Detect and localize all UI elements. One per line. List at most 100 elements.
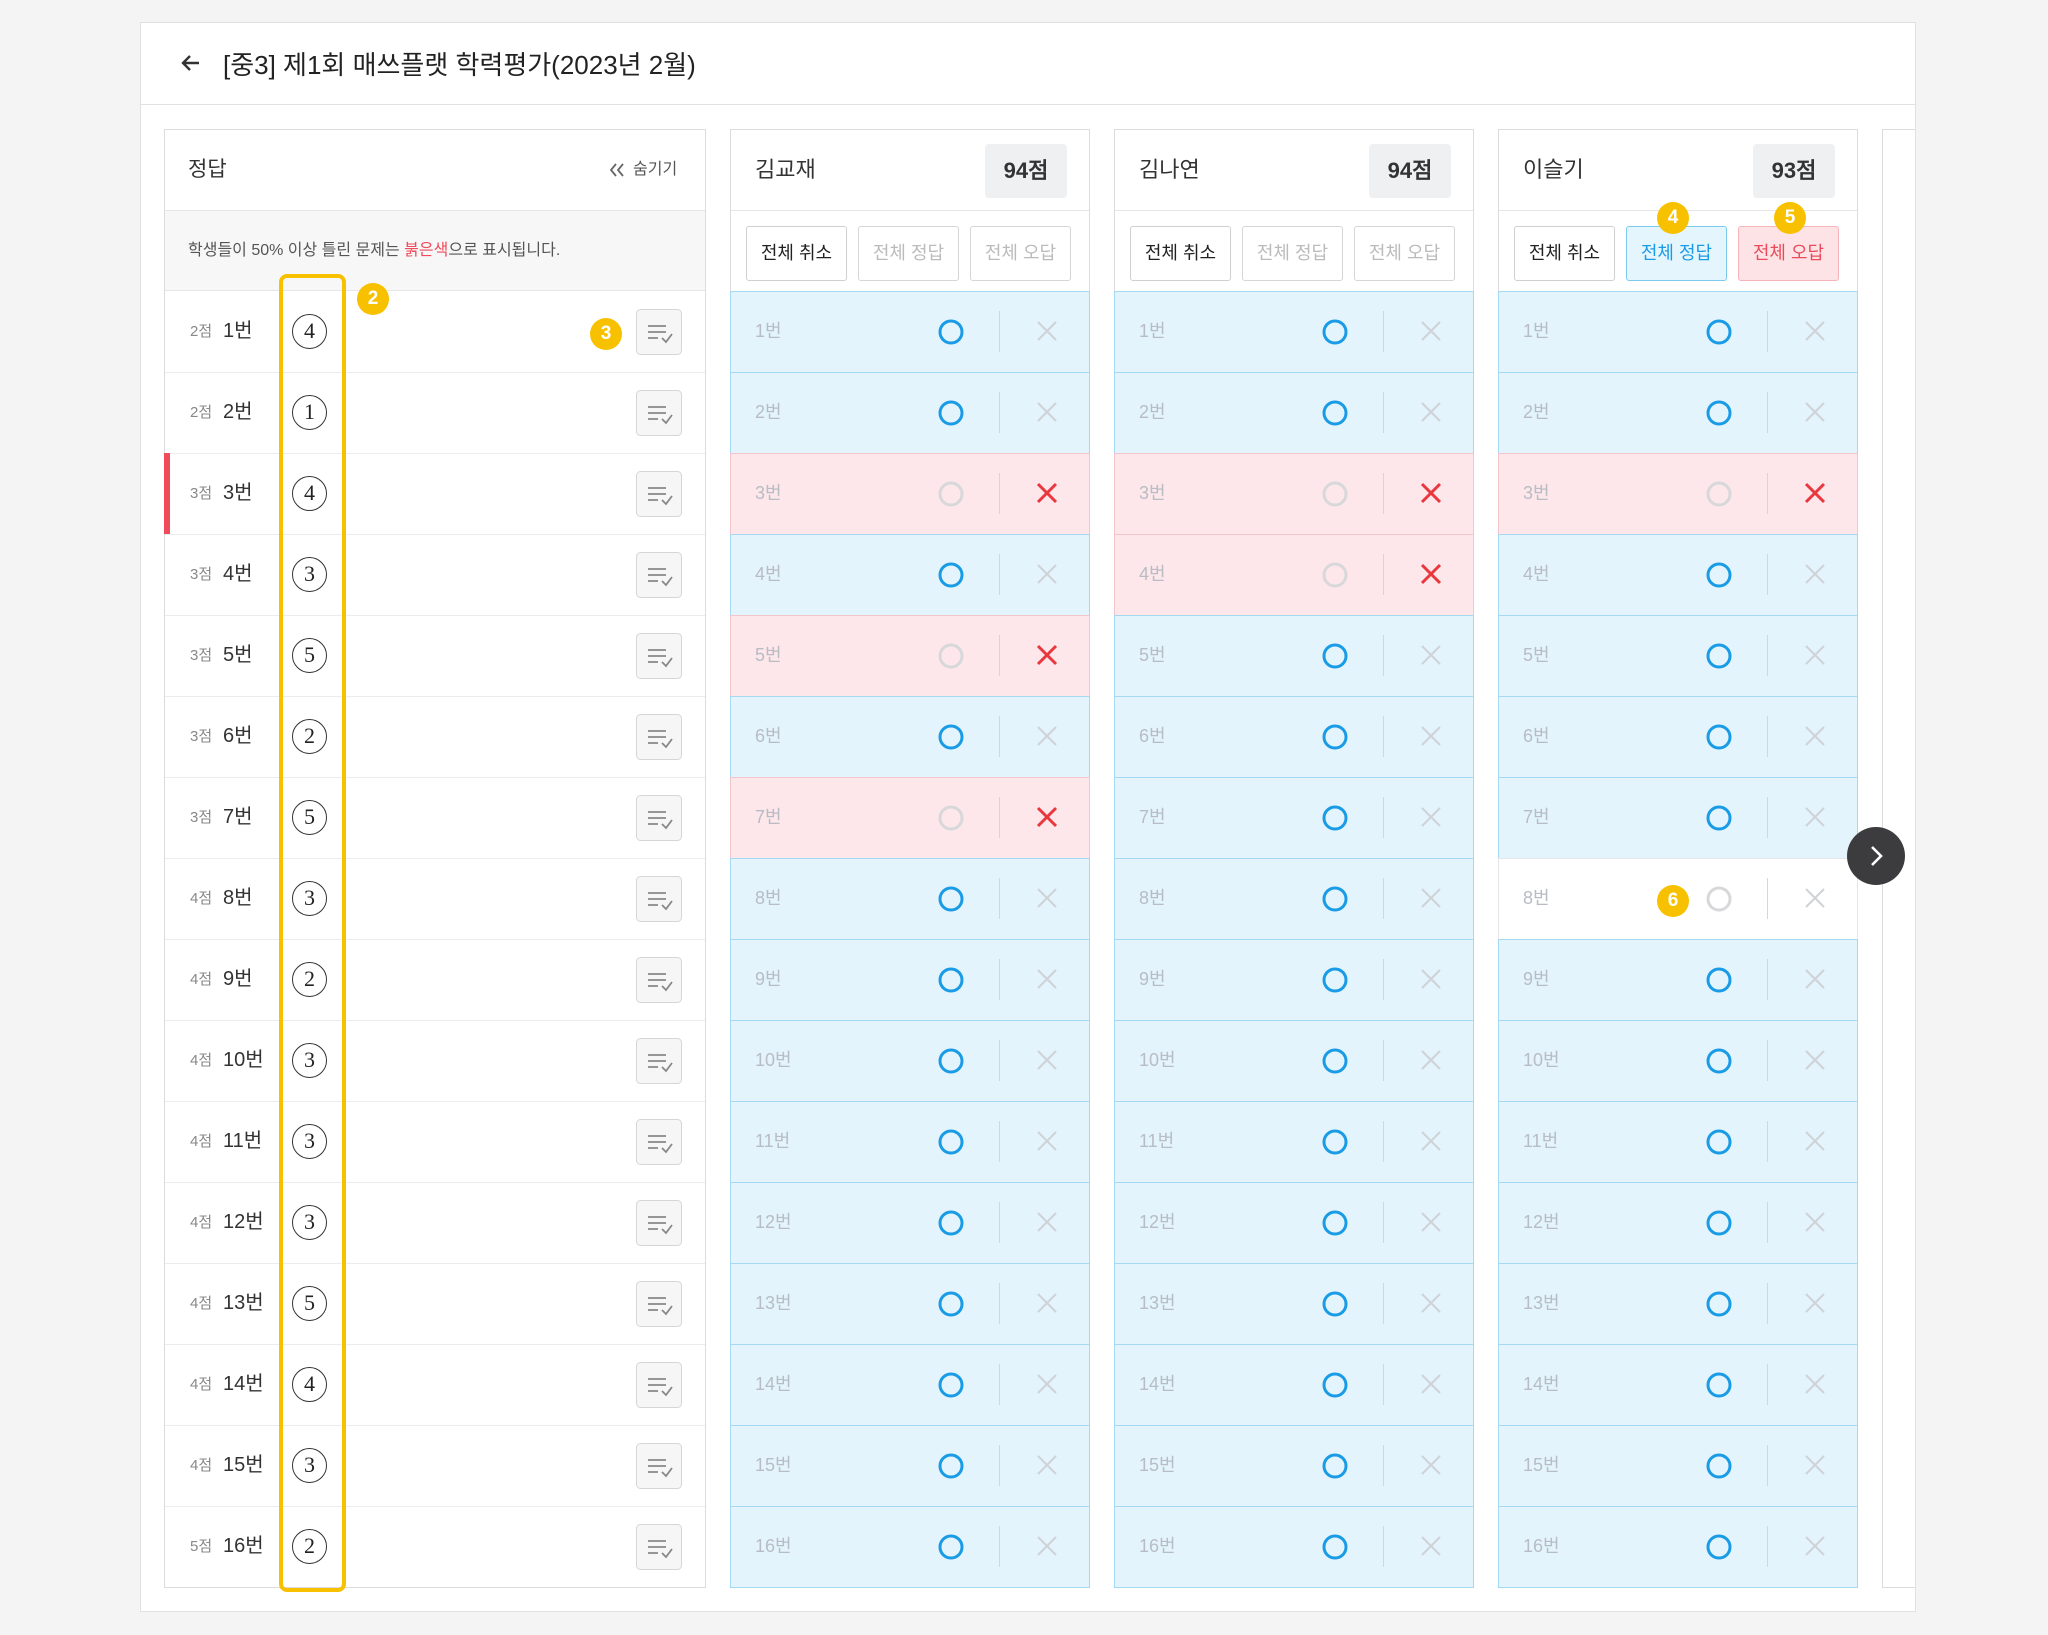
correct-toggle[interactable]	[1705, 561, 1733, 589]
wrong-toggle[interactable]	[1803, 1291, 1827, 1315]
bulk-button[interactable]: 전체 오답	[1354, 226, 1455, 281]
bulk-button[interactable]: 전체 정답	[1242, 226, 1343, 281]
wrong-toggle[interactable]	[1035, 1291, 1059, 1315]
explain-button[interactable]	[636, 1281, 682, 1327]
wrong-toggle[interactable]	[1035, 1453, 1059, 1477]
explain-button[interactable]	[636, 1443, 682, 1489]
result-cell[interactable]	[1498, 1101, 1858, 1183]
result-cell[interactable]	[1114, 534, 1474, 616]
hide-button[interactable]: 숨기기	[633, 161, 678, 178]
correct-toggle[interactable]	[937, 1452, 965, 1480]
correct-toggle[interactable]	[937, 399, 965, 427]
wrong-toggle[interactable]	[1035, 400, 1059, 424]
correct-toggle[interactable]	[1321, 561, 1349, 589]
result-cell[interactable]	[1114, 453, 1474, 535]
explain-button[interactable]	[636, 1200, 682, 1246]
explain-button[interactable]	[636, 1119, 682, 1165]
wrong-toggle[interactable]	[1803, 1453, 1827, 1477]
explain-button[interactable]	[636, 552, 682, 598]
explain-button[interactable]	[636, 309, 682, 355]
result-cell[interactable]	[1114, 615, 1474, 697]
result-cell[interactable]	[1114, 1344, 1474, 1426]
wrong-toggle[interactable]	[1419, 1534, 1443, 1558]
correct-toggle[interactable]	[1321, 723, 1349, 751]
result-cell[interactable]	[730, 534, 1090, 616]
correct-toggle[interactable]	[937, 1533, 965, 1561]
wrong-toggle[interactable]	[1035, 967, 1059, 991]
result-cell[interactable]	[730, 939, 1090, 1021]
wrong-toggle[interactable]	[1419, 886, 1443, 910]
result-cell[interactable]	[1498, 534, 1858, 616]
explain-button[interactable]	[636, 471, 682, 517]
wrong-toggle[interactable]	[1803, 886, 1827, 910]
wrong-toggle[interactable]	[1803, 1372, 1827, 1396]
wrong-toggle[interactable]	[1035, 724, 1059, 748]
explain-button[interactable]	[636, 390, 682, 436]
wrong-toggle[interactable]	[1419, 1210, 1443, 1234]
result-cell[interactable]	[1498, 1182, 1858, 1264]
correct-toggle[interactable]	[937, 1128, 965, 1156]
correct-toggle[interactable]	[1321, 885, 1349, 913]
correct-toggle[interactable]	[1321, 642, 1349, 670]
correct-toggle[interactable]	[1321, 1452, 1349, 1480]
correct-toggle[interactable]	[937, 1209, 965, 1237]
result-cell[interactable]	[1498, 777, 1858, 859]
correct-toggle[interactable]	[1705, 885, 1733, 913]
correct-toggle[interactable]	[937, 1371, 965, 1399]
correct-toggle[interactable]	[1705, 1533, 1733, 1561]
result-cell[interactable]	[730, 858, 1090, 940]
correct-toggle[interactable]	[1321, 966, 1349, 994]
result-cell[interactable]	[730, 696, 1090, 778]
result-cell[interactable]	[730, 291, 1090, 373]
wrong-toggle[interactable]	[1803, 481, 1827, 505]
correct-toggle[interactable]	[1705, 480, 1733, 508]
result-cell[interactable]	[730, 372, 1090, 454]
correct-toggle[interactable]	[1321, 480, 1349, 508]
wrong-toggle[interactable]	[1035, 886, 1059, 910]
wrong-toggle[interactable]	[1803, 1534, 1827, 1558]
wrong-toggle[interactable]	[1803, 1129, 1827, 1153]
explain-button[interactable]	[636, 714, 682, 760]
correct-toggle[interactable]	[1321, 1209, 1349, 1237]
wrong-toggle[interactable]	[1035, 481, 1059, 505]
correct-toggle[interactable]	[937, 885, 965, 913]
correct-toggle[interactable]	[1321, 1128, 1349, 1156]
result-cell[interactable]	[1498, 1344, 1858, 1426]
correct-toggle[interactable]	[1705, 1047, 1733, 1075]
wrong-toggle[interactable]	[1803, 562, 1827, 586]
wrong-toggle[interactable]	[1803, 1210, 1827, 1234]
result-cell[interactable]	[1498, 615, 1858, 697]
bulk-button[interactable]: 전체 오답	[970, 226, 1071, 281]
correct-toggle[interactable]	[1705, 1371, 1733, 1399]
correct-toggle[interactable]	[1705, 966, 1733, 994]
wrong-toggle[interactable]	[1419, 805, 1443, 829]
result-cell[interactable]	[1498, 372, 1858, 454]
wrong-toggle[interactable]	[1419, 1372, 1443, 1396]
result-cell[interactable]	[730, 1020, 1090, 1102]
correct-toggle[interactable]	[937, 561, 965, 589]
correct-toggle[interactable]	[1321, 1047, 1349, 1075]
wrong-toggle[interactable]	[1419, 400, 1443, 424]
bulk-button[interactable]: 전체 취소	[746, 226, 847, 281]
correct-toggle[interactable]	[1321, 1290, 1349, 1318]
explain-button[interactable]	[636, 876, 682, 922]
correct-toggle[interactable]	[1321, 318, 1349, 346]
correct-toggle[interactable]	[1705, 1209, 1733, 1237]
result-cell[interactable]	[730, 453, 1090, 535]
correct-toggle[interactable]	[1321, 804, 1349, 832]
bulk-button[interactable]: 전체 오답	[1738, 226, 1839, 281]
wrong-toggle[interactable]	[1419, 319, 1443, 343]
back-button[interactable]	[179, 51, 203, 75]
result-cell[interactable]	[1498, 939, 1858, 1021]
result-cell[interactable]	[1114, 372, 1474, 454]
correct-toggle[interactable]	[937, 480, 965, 508]
wrong-toggle[interactable]	[1803, 724, 1827, 748]
explain-button[interactable]	[636, 1038, 682, 1084]
correct-toggle[interactable]	[1321, 399, 1349, 427]
correct-toggle[interactable]	[1321, 1371, 1349, 1399]
wrong-toggle[interactable]	[1035, 319, 1059, 343]
wrong-toggle[interactable]	[1419, 967, 1443, 991]
correct-toggle[interactable]	[937, 966, 965, 994]
result-cell[interactable]	[1498, 696, 1858, 778]
wrong-toggle[interactable]	[1419, 1291, 1443, 1315]
